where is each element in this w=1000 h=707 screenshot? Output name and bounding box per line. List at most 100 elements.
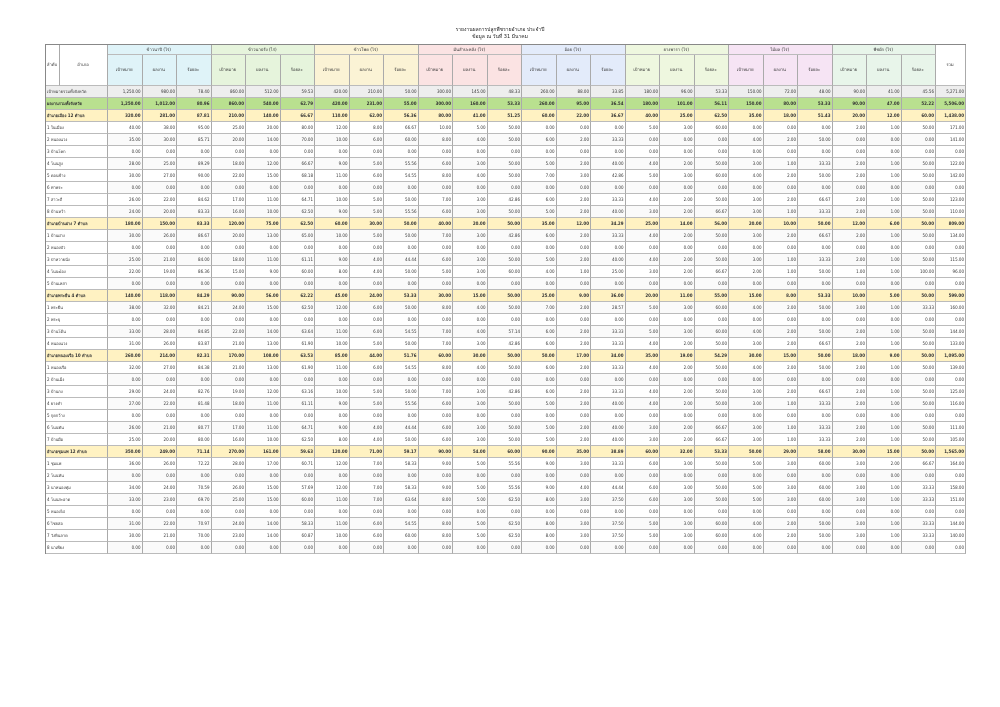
cell: 14.00 xyxy=(246,518,281,530)
cell: 0.00 xyxy=(556,182,591,194)
cell: 41.00 xyxy=(453,110,488,122)
cell: 64.71 xyxy=(280,422,315,434)
cell: 54.55 xyxy=(384,326,419,338)
cell: 60.00 xyxy=(280,494,315,506)
cell: 12.00 xyxy=(315,122,350,134)
cell: 145.00 xyxy=(453,86,488,98)
cell: 50.00 xyxy=(798,302,833,314)
cell: 28.00 xyxy=(142,326,177,338)
cell: 1.00 xyxy=(832,266,867,278)
cell: 180.00 xyxy=(625,98,660,110)
cell: 0.00 xyxy=(453,146,488,158)
cell: 4.00 xyxy=(349,254,384,266)
column-header: ผลงาน xyxy=(763,55,798,86)
cell: 66.67 xyxy=(694,422,729,434)
cell: 2.00 xyxy=(660,266,695,278)
cell: 0.00 xyxy=(522,410,557,422)
cell: 8.00 xyxy=(763,290,798,302)
cell: 1,250.00 xyxy=(108,98,143,110)
cell: 50.00 xyxy=(487,350,522,362)
cell: 22.00 xyxy=(142,194,177,206)
table-row: 3 บ้านโคก 0.00 0.00 0.00 0.00 0.00 0.00 0.00 0.0… xyxy=(46,146,966,158)
cell: 1.00 xyxy=(867,122,902,134)
cell: 1.00 xyxy=(867,398,902,410)
cell: 9.00 xyxy=(418,482,453,494)
cell: 2.00 xyxy=(556,206,591,218)
cell: 33.33 xyxy=(798,206,833,218)
cell: 3.00 xyxy=(763,494,798,506)
cell: 0.00 xyxy=(556,470,591,482)
table-row: 7 สาวะถี 26.00 22.00 84.62 17.00 11.00 64.71 10… xyxy=(46,194,966,206)
cell: 4.00 xyxy=(556,482,591,494)
cell: 17.00 xyxy=(211,422,246,434)
cell: 56.00 xyxy=(246,290,281,302)
cell: 3.00 xyxy=(453,386,488,398)
cell: 3.00 xyxy=(556,170,591,182)
cell: 0.00 xyxy=(591,542,626,554)
cell: 0.00 xyxy=(349,506,384,518)
cell: 45.56 xyxy=(901,86,936,98)
row-total: 144.00 xyxy=(936,326,966,338)
cell: 0.00 xyxy=(349,314,384,326)
cell: 860.00 xyxy=(211,86,246,98)
cell: 4.00 xyxy=(349,266,384,278)
table-row: อำเภอบ้านฝาง 7 ตำบล 180.00 150.00 83.33 120.… xyxy=(46,218,966,230)
cell: 50.00 xyxy=(901,434,936,446)
cell: 1.00 xyxy=(763,422,798,434)
cell: 27.00 xyxy=(142,362,177,374)
cell: 4.00 xyxy=(729,302,764,314)
cell: 0.00 xyxy=(556,506,591,518)
cell: 33.33 xyxy=(798,422,833,434)
cell: 2.00 xyxy=(763,530,798,542)
cell: 5.00 xyxy=(349,398,384,410)
table-row: 6 ไชยสอ 31.00 22.00 70.97 24.00 14.00 58.33 11.… xyxy=(46,518,966,530)
cell: 0.00 xyxy=(246,182,281,194)
cell: 50.00 xyxy=(901,254,936,266)
cell: 15.00 xyxy=(453,290,488,302)
cell: 0.00 xyxy=(142,374,177,386)
cell: 58.33 xyxy=(384,482,419,494)
cell: 320.00 xyxy=(108,110,143,122)
cell: 50.00 xyxy=(487,422,522,434)
cell: 0.00 xyxy=(177,506,212,518)
cell: 8.00 xyxy=(315,266,350,278)
cell: 50.00 xyxy=(798,218,833,230)
cell: 0.00 xyxy=(280,470,315,482)
cell: 80.00 xyxy=(418,110,453,122)
row-label: 6 ท่าพระ xyxy=(46,182,108,194)
cell: 150.00 xyxy=(729,98,764,110)
cell: 2.00 xyxy=(660,398,695,410)
cell: 50.00 xyxy=(487,122,522,134)
cell: 0.00 xyxy=(487,374,522,386)
cell: 9.00 xyxy=(315,398,350,410)
cell: 33.33 xyxy=(798,254,833,266)
row-label: 3 บ้านโคก xyxy=(46,146,108,158)
cell: 50.00 xyxy=(798,530,833,542)
cell: 60.00 xyxy=(384,530,419,542)
cell: 60.00 xyxy=(625,446,660,458)
cell: 0.00 xyxy=(108,470,143,482)
cell: 7.00 xyxy=(349,458,384,470)
cell: 2.00 xyxy=(556,422,591,434)
column-header: เป้าหมาย xyxy=(522,55,557,86)
cell: 2.00 xyxy=(660,434,695,446)
cell: 0.00 xyxy=(522,314,557,326)
cell: 2.00 xyxy=(660,362,695,374)
cell: 0.00 xyxy=(694,182,729,194)
cell: 30.00 xyxy=(349,218,384,230)
cell: 0.00 xyxy=(349,470,384,482)
cell: 10.00 xyxy=(315,530,350,542)
cell: 0.00 xyxy=(660,314,695,326)
cell: 10.00 xyxy=(315,194,350,206)
cell: 15.00 xyxy=(246,170,281,182)
cell: 8.00 xyxy=(522,518,557,530)
cell: 15.00 xyxy=(211,266,246,278)
cell: 33.33 xyxy=(901,530,936,542)
cell: 13.00 xyxy=(246,338,281,350)
cell: 50.00 xyxy=(798,362,833,374)
cell: 66.67 xyxy=(798,194,833,206)
cell: 25.00 xyxy=(108,434,143,446)
cell: 66.67 xyxy=(798,338,833,350)
cell: 0.00 xyxy=(246,410,281,422)
cell: 0.00 xyxy=(867,506,902,518)
